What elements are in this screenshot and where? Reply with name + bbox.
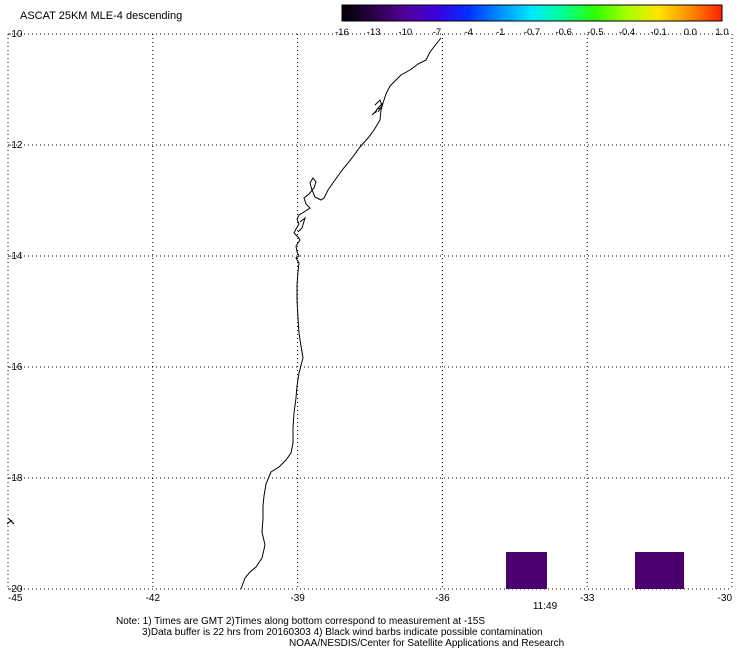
lon-label: -42 bbox=[146, 593, 161, 604]
lat-label: -12 bbox=[8, 140, 23, 151]
colorbar-label: -0.6 bbox=[555, 27, 571, 38]
colorbar-label: 1.0 bbox=[715, 27, 728, 38]
lat-label: -14 bbox=[8, 251, 23, 262]
note-line-1: Note: 1) Times are GMT 2)Times along bot… bbox=[116, 616, 486, 627]
coastline-detail bbox=[297, 99, 383, 233]
lon-label: -30 bbox=[718, 593, 733, 604]
lon-label: -45 bbox=[8, 593, 23, 604]
swath-time-label: 11:49 bbox=[533, 601, 558, 612]
swath-block-2 bbox=[635, 552, 684, 589]
colorbar-label: -7 bbox=[433, 27, 441, 38]
colorbar-label: -10 bbox=[398, 27, 412, 38]
colorbar-gradient bbox=[342, 5, 722, 21]
map-title: ASCAT 25KM MLE-4 descending bbox=[20, 10, 182, 22]
colorbar-label: -16 bbox=[335, 27, 349, 38]
colorbar-label: -0.4 bbox=[619, 27, 635, 38]
swath-block-1 bbox=[506, 552, 547, 589]
colorbar-label: -0.5 bbox=[587, 27, 603, 38]
swath-blocks bbox=[506, 552, 684, 589]
colorbar-label: 0.0 bbox=[684, 27, 697, 38]
lon-label: -36 bbox=[435, 593, 450, 604]
coastline bbox=[240, 37, 442, 590]
lat-label: -18 bbox=[8, 473, 23, 484]
lon-label: -33 bbox=[580, 593, 595, 604]
island-marker bbox=[6, 517, 15, 525]
lat-lon-grid bbox=[7, 33, 733, 590]
colorbar-border bbox=[341, 4, 723, 22]
colorbar-label: -13 bbox=[367, 27, 381, 38]
colorbar-label: -1 bbox=[496, 27, 504, 38]
colorbar-label: -4 bbox=[464, 27, 472, 38]
lat-label: -16 bbox=[8, 362, 23, 373]
note-line-3: NOAA/NESDIS/Center for Satellite Applica… bbox=[289, 638, 565, 649]
lat-label: -20 bbox=[8, 584, 23, 595]
colorbar-label: -0.1 bbox=[650, 27, 666, 38]
colorbar: -16 -13 -10 -7 -4 -1 -0.7 -0.6 -0.5 -0.4 -0.1 0.0 1.… bbox=[335, 4, 729, 38]
lon-label: -39 bbox=[290, 593, 305, 604]
lat-label: -10 bbox=[8, 29, 23, 40]
colorbar-label: -0.7 bbox=[524, 27, 540, 38]
note-line-2: 3)Data buffer is 22 hrs from 20160303 4)… bbox=[142, 627, 543, 638]
